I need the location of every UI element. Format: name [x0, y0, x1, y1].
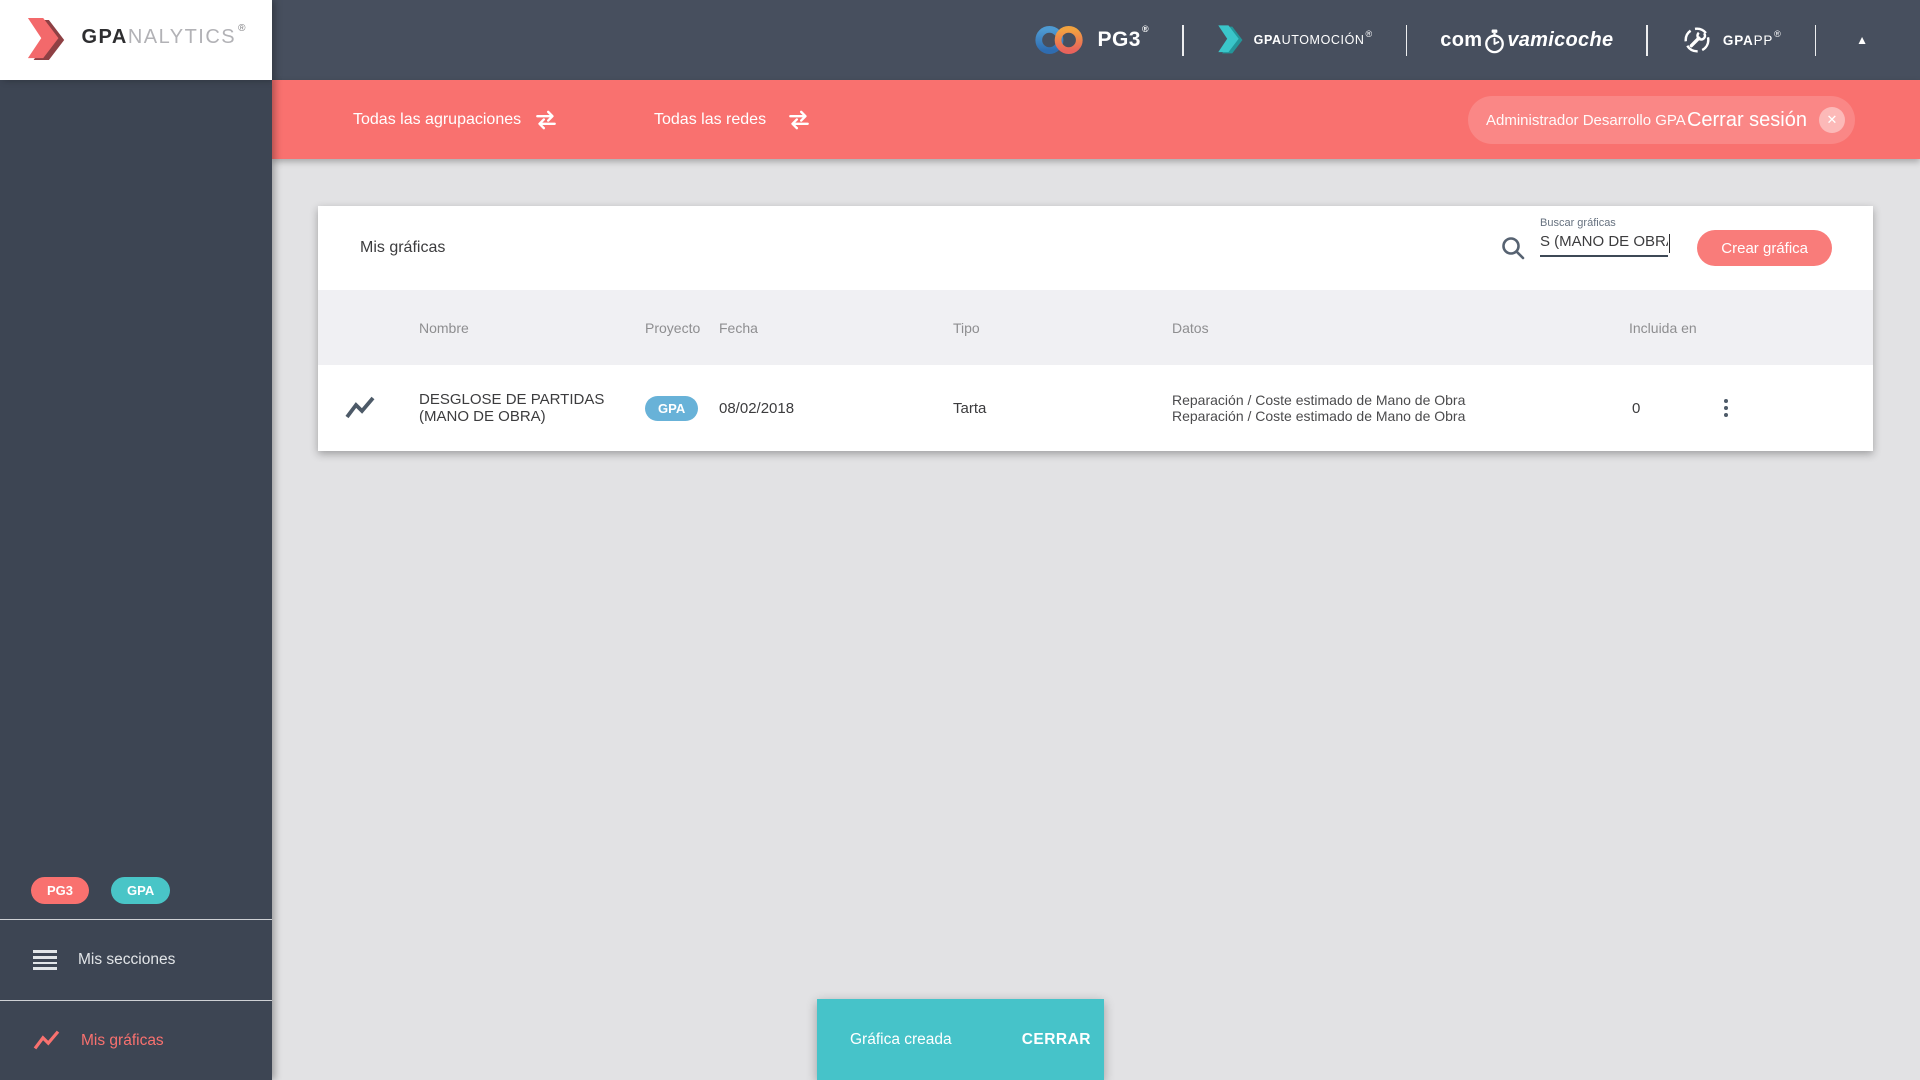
sidebar-item-mis-secciones[interactable]: Mis secciones: [0, 920, 272, 1000]
row-name: DESGLOSE DE PARTIDAS (MANO DE OBRA): [419, 391, 605, 425]
row-date: 08/02/2018: [719, 399, 795, 417]
swap-groupings-icon[interactable]: [533, 107, 559, 133]
app-link-comprovamicoche[interactable]: com vamicoche: [1407, 27, 1646, 54]
header-divider: [1814, 24, 1817, 56]
comprovamicoche-label-left: com: [1440, 28, 1483, 51]
brand-rest-text: NALYTICS: [127, 26, 237, 48]
toast-close-button[interactable]: CERRAR: [1021, 1030, 1091, 1048]
row-included-in: 0: [1632, 399, 1641, 417]
app-link-pg3[interactable]: PG3®: [1000, 19, 1182, 61]
sidebar: PG3 GPA Mis secciones Mis gráficas: [0, 80, 272, 1080]
gpautomocion-label: GPAUTOMOCIÓN®: [1253, 29, 1373, 47]
search-field-group: Buscar gráficas: [1540, 217, 1670, 257]
header-app-links: PG3® GPAUTOMOCIÓN® com vamicoche: [1000, 0, 1902, 80]
gpautomocion-arrow-icon: [1217, 25, 1243, 54]
row-type: Tarta: [953, 399, 987, 417]
swap-networks-icon[interactable]: [786, 107, 812, 133]
row-chart-icon-cell: [318, 395, 401, 421]
brand-gpa-text: GPA: [81, 26, 128, 48]
column-header-incluida-en: Incluida en: [1629, 319, 1697, 336]
pg3-label: PG3®: [1097, 24, 1150, 51]
column-header-proyecto: Proyecto: [645, 319, 701, 336]
sidebar-badge-pg3[interactable]: PG3: [31, 877, 90, 904]
sidebar-item-label: Mis secciones: [78, 951, 176, 968]
column-header-datos: Datos: [1172, 319, 1209, 336]
line-chart-icon: [33, 1030, 60, 1050]
column-header-fecha: Fecha: [719, 319, 758, 336]
column-header-tipo: Tipo: [953, 319, 980, 336]
project-badge: GPA: [645, 395, 699, 421]
line-chart-icon: [344, 396, 374, 419]
sections-menu-icon: [33, 950, 57, 970]
table-row[interactable]: DESGLOSE DE PARTIDAS (MANO DE OBRA) GPA …: [318, 365, 1873, 451]
filter-groupings[interactable]: Todas las agrupaciones: [353, 110, 522, 128]
search-icon: [1502, 237, 1525, 260]
sidebar-badges: PG3 GPA: [31, 877, 171, 904]
row-project-cell: GPA: [627, 395, 701, 421]
pg3-infinity-icon: [1035, 26, 1084, 54]
app-link-gpautomocion[interactable]: GPAUTOMOCIÓN®: [1184, 24, 1406, 56]
search-field-label: Buscar gráficas: [1540, 217, 1616, 229]
row-menu-kebab-icon[interactable]: [1717, 399, 1735, 417]
app-link-gpapp[interactable]: GPAPP®: [1648, 23, 1815, 57]
toast-message: Gráfica creada: [850, 1030, 952, 1048]
row-actions-cell: [1699, 399, 1873, 417]
brand-reg-mark: ®: [238, 23, 246, 34]
top-header: PG3® GPAUTOMOCIÓN® com vamicoche: [0, 0, 1920, 80]
stopwatch-icon: [1485, 29, 1505, 54]
user-name: Administrador Desarrollo GPA: [1486, 111, 1686, 129]
filter-networks[interactable]: Todas las redes: [654, 110, 767, 128]
user-session-pill: Administrador Desarrollo GPA Cerrar sesi…: [1468, 96, 1855, 144]
table-header-row: Nombre Proyecto Fecha Tipo Datos Incluid…: [318, 290, 1873, 365]
row-data-series: Reparación / Coste estimado de Mano de O…: [1154, 392, 1611, 424]
comprovamicoche-label-right: vamicoche: [1507, 28, 1614, 51]
create-chart-button[interactable]: Crear gráfica: [1697, 230, 1832, 266]
sidebar-divider: [0, 1000, 272, 1001]
card-header: Mis gráficas Buscar gráficas Crear gráfi…: [318, 206, 1873, 290]
row-data-line: Reparación / Coste estimado de Mano de O…: [1172, 392, 1466, 408]
column-header-nombre: Nombre: [419, 319, 469, 336]
sidebar-divider: [0, 919, 272, 920]
logout-button[interactable]: Cerrar sesión: [1686, 108, 1807, 131]
sidebar-item-mis-graficas[interactable]: Mis gráficas: [0, 1001, 272, 1080]
header-divider: [1646, 24, 1648, 56]
sidebar-item-label: Mis gráficas: [81, 1031, 164, 1049]
header-collapse-button[interactable]: ▲: [1856, 33, 1868, 47]
search-input[interactable]: [1540, 230, 1668, 257]
gpapp-label: GPAPP®: [1722, 28, 1782, 48]
logout-close-icon[interactable]: ✕: [1819, 107, 1845, 133]
sidebar-badge-gpa[interactable]: GPA: [111, 877, 171, 904]
gpapp-wrench-icon: [1684, 27, 1710, 53]
gpa-arrow-icon: [28, 18, 65, 61]
header-divider: [1405, 24, 1408, 56]
brand-logo-box[interactable]: GPA NALYTICS ®: [0, 0, 272, 80]
page-title: Mis gráficas: [360, 239, 446, 256]
row-data-line: Reparación / Coste estimado de Mano de O…: [1172, 408, 1466, 424]
mis-graficas-card: Mis gráficas Buscar gráficas Crear gráfi…: [318, 206, 1873, 451]
header-divider: [1182, 24, 1184, 56]
gpa-analytics-logo: GPA NALYTICS ®: [26, 16, 246, 64]
text-cursor: [1668, 234, 1670, 253]
filter-bar: Todas las agrupaciones Todas las redes A…: [272, 80, 1920, 159]
snackbar-toast: Gráfica creada CERRAR: [817, 999, 1104, 1080]
